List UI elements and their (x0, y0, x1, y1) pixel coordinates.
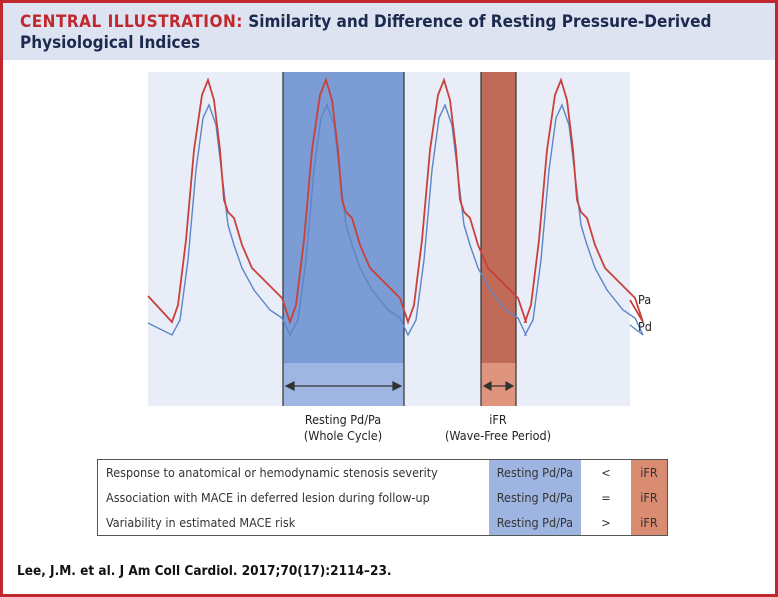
pd-label: Pd (638, 319, 652, 334)
resting-pdpa-band-lower (283, 363, 404, 406)
ifr-arrow (482, 380, 515, 392)
header: CENTRAL ILLUSTRATION: Similarity and Dif… (3, 3, 775, 60)
comparison-table: Response to anatomical or hemodynamic st… (97, 459, 668, 536)
resting-pdpa-cell: Resting Pd/Pa (488, 459, 581, 485)
ifr-band (481, 72, 516, 363)
table-row: Response to anatomical or hemodynamic st… (98, 459, 668, 485)
resting-pdpa-cell: Resting Pd/Pa (488, 510, 581, 536)
comparison-symbol: > (601, 515, 611, 530)
comparison-symbol: < (601, 465, 611, 480)
resting-pdpa-label: Resting Pd/Pa (Whole Cycle) (303, 412, 383, 443)
ifr-cell: iFR (631, 485, 668, 510)
citation: Lee, J.M. et al. J Am Coll Cardiol. 2017… (17, 563, 392, 579)
resting-pdpa-cell: Resting Pd/Pa (488, 485, 581, 510)
comparison-symbol: = (601, 490, 611, 505)
row-label: Association with MACE in deferred lesion… (106, 490, 430, 505)
ifr-label: iFR (Wave-Free Period) (445, 412, 551, 443)
resting-pdpa-band (283, 72, 404, 363)
pd-trace (147, 103, 644, 337)
table-row: Association with MACE in deferred lesion… (98, 485, 668, 510)
row-label: Response to anatomical or hemodynamic st… (106, 465, 438, 480)
table-row: Variability in estimated MACE risk Restin… (98, 510, 668, 536)
pa-trace (147, 77, 644, 325)
row-label: Variability in estimated MACE risk (106, 515, 296, 530)
resting-arrow (284, 381, 403, 391)
ifr-cell: iFR (631, 459, 668, 485)
pa-label: Pa (638, 292, 652, 307)
ifr-cell: iFR (631, 510, 668, 536)
page-title: CENTRAL ILLUSTRATION: Similarity and Dif… (20, 12, 712, 53)
